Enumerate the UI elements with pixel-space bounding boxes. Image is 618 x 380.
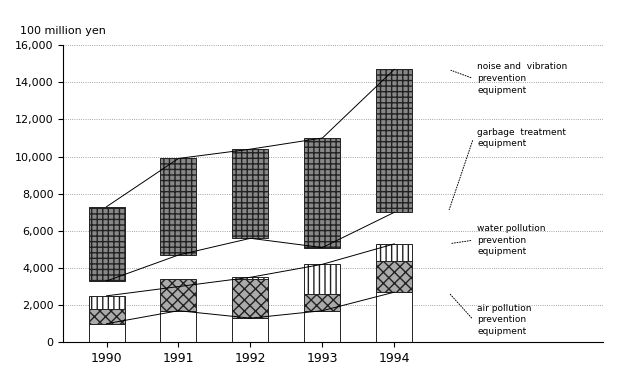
Bar (305, 264, 341, 311)
Text: water pollution
prevention
equipment: water pollution prevention equipment (477, 224, 546, 256)
Bar (305, 138, 341, 248)
Bar (161, 311, 197, 342)
Bar (161, 158, 197, 255)
Bar (305, 294, 341, 311)
Bar (161, 279, 197, 311)
Bar (376, 261, 412, 292)
Bar (232, 279, 268, 318)
Bar (88, 296, 124, 324)
Bar (232, 149, 268, 238)
Bar (232, 318, 268, 342)
Bar (88, 309, 124, 324)
Bar (88, 207, 124, 281)
Text: noise and  vibration
prevention
equipment: noise and vibration prevention equipment (477, 62, 567, 95)
Text: air pollution
prevention
equipment: air pollution prevention equipment (477, 304, 531, 336)
Bar (376, 69, 412, 212)
Bar (376, 244, 412, 292)
Bar (161, 287, 197, 311)
Bar (376, 292, 412, 342)
Bar (88, 324, 124, 342)
Bar (305, 311, 341, 342)
Bar (232, 277, 268, 318)
Text: 100 million yen: 100 million yen (20, 26, 106, 36)
Text: garbage  treatment
equipment: garbage treatment equipment (477, 128, 566, 149)
